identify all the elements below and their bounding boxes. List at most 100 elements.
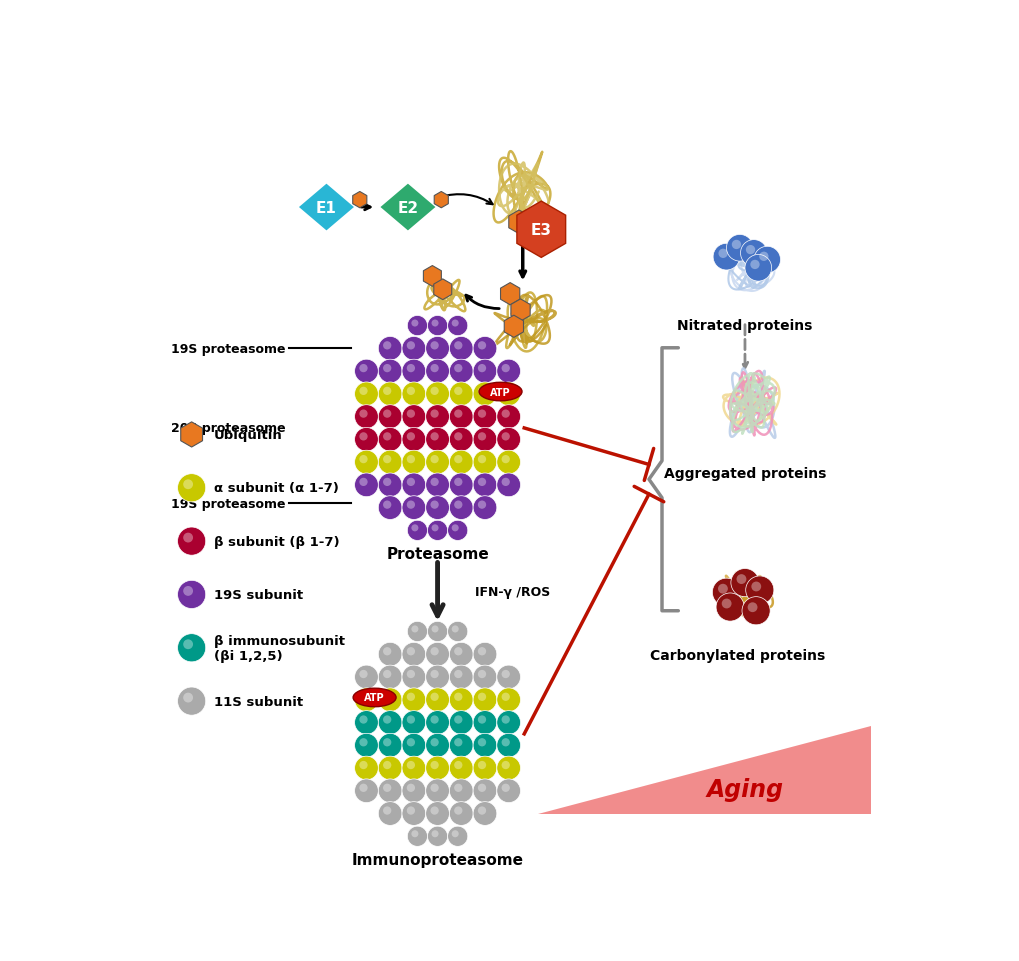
Circle shape [359,387,367,396]
Circle shape [378,474,401,497]
Circle shape [501,387,510,396]
Circle shape [721,599,731,609]
Circle shape [383,410,391,418]
Circle shape [401,474,425,497]
Circle shape [383,364,391,373]
Circle shape [473,643,496,666]
Circle shape [473,406,496,429]
Circle shape [453,387,462,396]
Circle shape [383,716,391,724]
Text: 11S subunit: 11S subunit [214,695,303,708]
Circle shape [355,406,378,429]
Circle shape [449,382,473,407]
Circle shape [401,643,425,666]
Circle shape [501,479,510,486]
Circle shape [453,648,462,655]
Circle shape [453,761,462,770]
Circle shape [711,579,740,606]
Circle shape [401,382,425,407]
Text: β immunosubunit
(βi 1,2,5): β immunosubunit (βi 1,2,5) [214,634,344,662]
Polygon shape [511,300,530,322]
Circle shape [744,256,771,282]
Circle shape [477,342,486,350]
Circle shape [496,451,520,475]
Circle shape [425,337,449,360]
Polygon shape [423,266,441,287]
Circle shape [177,580,206,609]
Text: β subunit (β 1-7): β subunit (β 1-7) [214,535,339,548]
Circle shape [383,479,391,486]
Circle shape [427,316,447,336]
Circle shape [378,496,401,520]
Circle shape [745,577,773,604]
Circle shape [430,387,438,396]
Circle shape [183,480,193,490]
Circle shape [449,337,473,360]
Circle shape [383,693,391,702]
Circle shape [407,521,427,541]
Circle shape [383,648,391,655]
Circle shape [430,738,438,747]
Circle shape [431,525,438,531]
Text: 20S proteasome: 20S proteasome [171,422,285,435]
Circle shape [430,648,438,655]
Circle shape [430,456,438,464]
Circle shape [731,240,741,250]
Circle shape [359,784,367,792]
Text: Aging: Aging [706,776,783,801]
Circle shape [430,342,438,350]
Circle shape [430,716,438,724]
Polygon shape [434,192,448,209]
Circle shape [473,474,496,497]
Circle shape [449,779,473,802]
Circle shape [401,359,425,383]
Circle shape [407,826,427,847]
Circle shape [355,756,378,780]
Circle shape [712,244,739,271]
Text: α subunit (α 1-7): α subunit (α 1-7) [214,481,338,495]
Polygon shape [433,280,451,300]
Circle shape [378,359,401,383]
Circle shape [501,432,510,441]
Circle shape [496,711,520,734]
Circle shape [355,711,378,734]
Circle shape [477,501,486,509]
Text: E3: E3 [530,223,551,237]
Circle shape [449,406,473,429]
Circle shape [477,693,486,702]
Circle shape [501,784,510,792]
Circle shape [425,474,449,497]
Text: Carbonylated proteins: Carbonylated proteins [649,648,824,662]
Circle shape [411,626,418,632]
Text: Aggregated proteins: Aggregated proteins [663,467,825,480]
Circle shape [477,806,486,815]
Circle shape [431,830,438,837]
Circle shape [407,342,415,350]
Circle shape [177,687,206,715]
Circle shape [378,801,401,825]
Circle shape [401,711,425,734]
Circle shape [411,525,418,531]
Circle shape [753,247,780,274]
Circle shape [453,738,462,747]
Circle shape [183,533,193,543]
Text: 19S proteasome: 19S proteasome [171,342,285,356]
Circle shape [407,784,415,792]
Circle shape [430,761,438,770]
Circle shape [449,496,473,520]
Circle shape [473,665,496,689]
Circle shape [407,622,427,642]
Circle shape [355,428,378,452]
Circle shape [355,382,378,407]
Circle shape [383,432,391,441]
Circle shape [717,250,728,259]
Circle shape [425,359,449,383]
Circle shape [477,761,486,770]
Circle shape [477,456,486,464]
Text: 19S proteasome: 19S proteasome [171,497,285,510]
Circle shape [473,801,496,825]
Circle shape [407,456,415,464]
Text: ATP: ATP [490,387,511,397]
Text: ATP: ATP [364,693,384,702]
Circle shape [496,779,520,802]
